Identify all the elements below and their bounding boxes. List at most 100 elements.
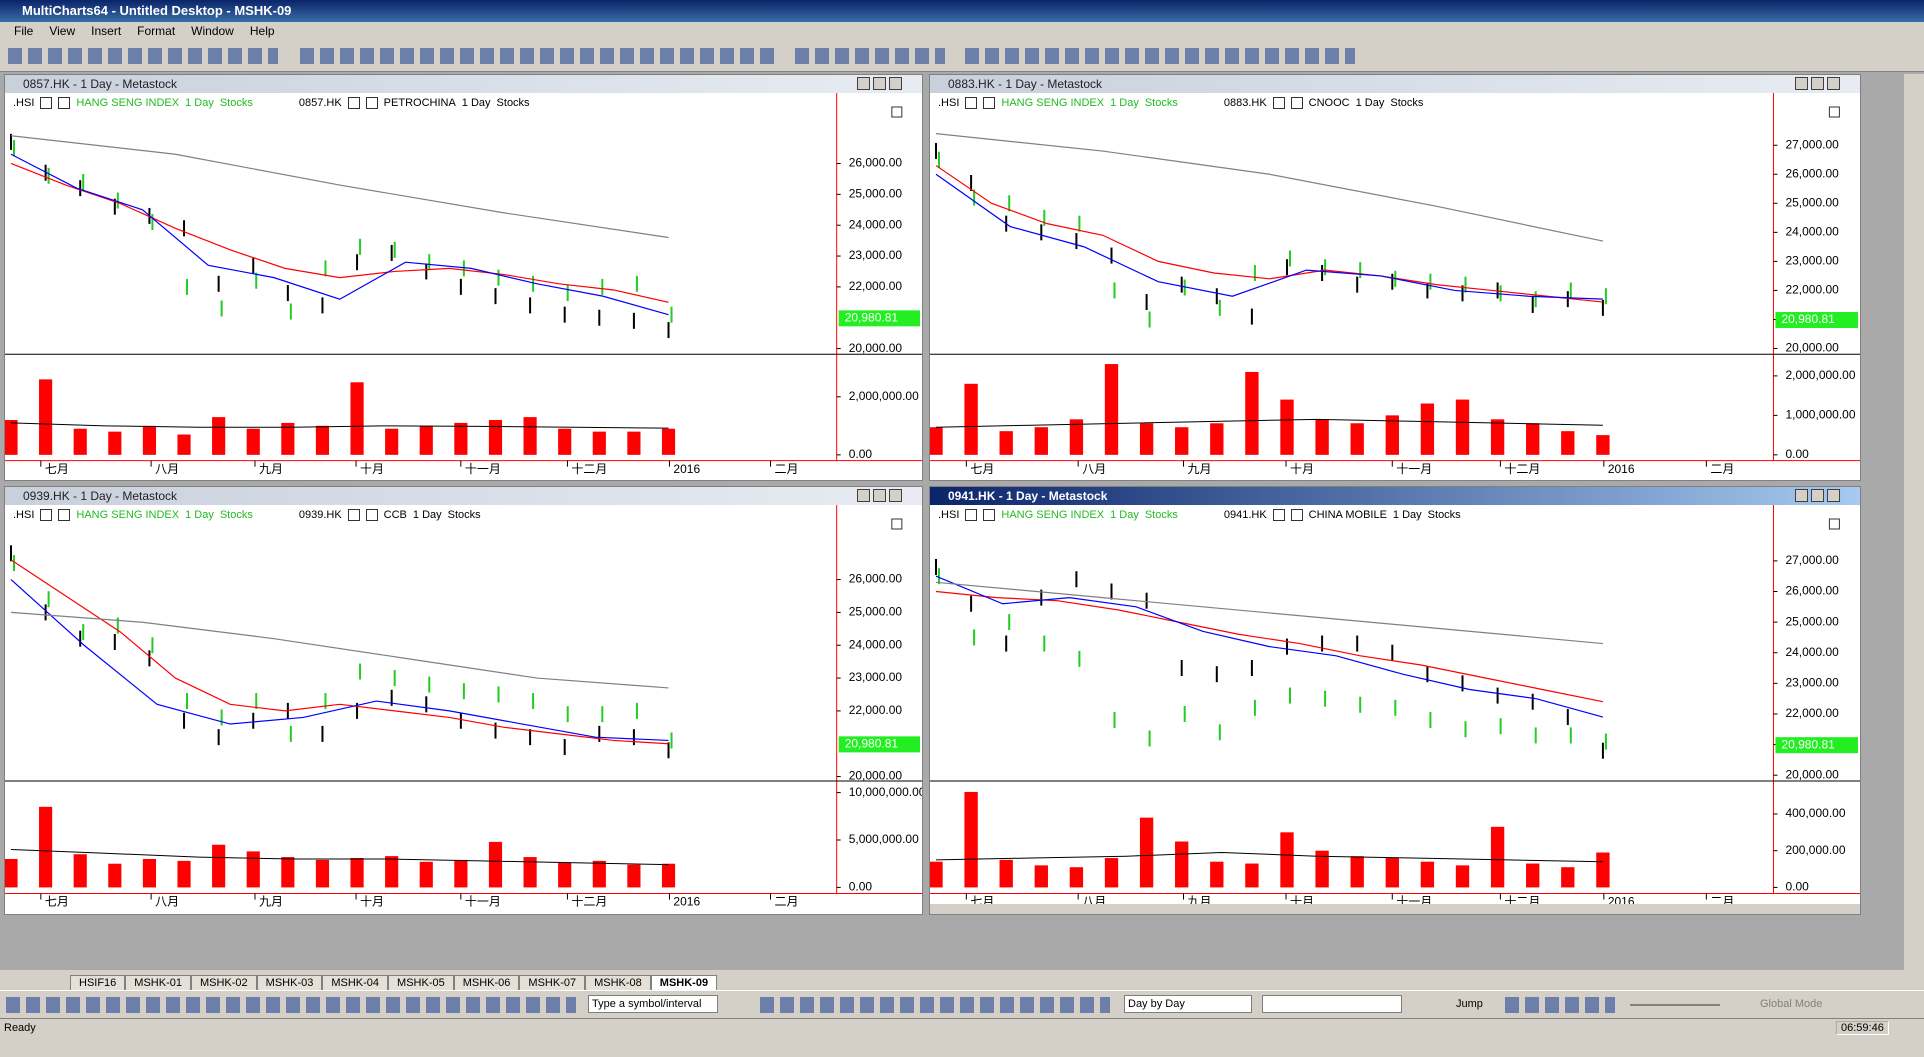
toolbar-icons[interactable]	[8, 48, 278, 64]
y-tick-label: 0.00	[849, 880, 873, 894]
legend-dropdown[interactable]	[983, 97, 996, 109]
toolbar-icons[interactable]	[965, 48, 1355, 64]
tab[interactable]: MSHK-07	[519, 975, 586, 990]
tab[interactable]: MSHK-06	[453, 975, 520, 990]
window-button[interactable]	[1811, 489, 1824, 502]
legend: .HSI HANG SENG INDEX 1 Day Stocks 0939.HK CCB…	[13, 509, 481, 521]
legend-dropdown[interactable]	[40, 97, 53, 109]
volume-bar	[1420, 403, 1435, 455]
tab[interactable]: MSHK-08	[585, 975, 651, 990]
volume-bar	[315, 425, 330, 455]
legend-dropdown[interactable]	[365, 97, 378, 109]
interval-select[interactable]	[1262, 995, 1402, 1013]
volume-bar	[1526, 863, 1540, 888]
legend-dropdown[interactable]	[58, 509, 71, 521]
volume-bar	[1069, 867, 1084, 888]
vertical-scrollbar[interactable]	[1904, 74, 1924, 970]
data-window-toggle[interactable]	[1828, 518, 1840, 530]
legend-dropdown[interactable]	[365, 509, 378, 521]
legend-dropdown[interactable]	[1272, 97, 1285, 109]
window-header: 0883.HK - 1 Day - Metastock	[930, 75, 1860, 93]
moving-average	[10, 579, 669, 742]
window-button[interactable]	[1795, 77, 1808, 90]
x-tick-label: 二月	[775, 895, 799, 909]
horizontal-scrollbar[interactable]	[930, 904, 1860, 914]
menu-item[interactable]: Format	[137, 24, 176, 38]
playback-controls[interactable]	[1505, 997, 1615, 1013]
mode-select[interactable]: Day by Day	[1124, 995, 1252, 1013]
menu-item[interactable]: View	[49, 24, 76, 38]
window-button[interactable]	[1811, 77, 1824, 90]
volume-bar	[1420, 861, 1435, 888]
window-button[interactable]	[857, 77, 870, 90]
y-tick-label: 22,000.00	[1785, 283, 1839, 297]
legend-dropdown[interactable]	[347, 97, 360, 109]
volume-bar	[281, 857, 295, 888]
legend-dropdown[interactable]	[965, 97, 978, 109]
window-button[interactable]	[1827, 489, 1840, 502]
menu-item[interactable]: Insert	[91, 24, 122, 38]
speed-slider[interactable]	[1630, 1004, 1720, 1006]
menu-item[interactable]: File	[14, 24, 34, 38]
window-button[interactable]	[889, 489, 902, 502]
volume-bar	[1385, 858, 1399, 888]
x-tick-label: 二月	[1710, 462, 1734, 476]
x-tick-label: 2016	[1608, 462, 1635, 476]
tab[interactable]: MSHK-09	[650, 975, 718, 990]
legend-symbol: 0941.HK	[1223, 509, 1267, 521]
menu-item[interactable]: Help	[249, 24, 275, 38]
legend-interval: 1 Day	[1392, 509, 1422, 521]
moving-average	[10, 611, 669, 689]
data-window-toggle[interactable]	[1828, 106, 1840, 118]
toolbar-icons[interactable]	[300, 48, 780, 64]
y-tick-label: 23,000.00	[1785, 676, 1839, 690]
legend: .HSI HANG SENG INDEX 1 Day Stocks 0941.HK CHI…	[938, 509, 1461, 521]
legend-dropdown[interactable]	[1272, 509, 1285, 521]
toolbar-icons[interactable]	[795, 48, 945, 64]
window-button[interactable]	[1827, 77, 1840, 90]
symbol-box[interactable]: Type a symbol/interval	[588, 995, 718, 1013]
moving-average	[10, 135, 669, 239]
legend-dropdown[interactable]	[1290, 97, 1303, 109]
legend-dropdown[interactable]	[965, 509, 978, 521]
volume-bar	[350, 382, 364, 455]
volume-bar	[1455, 865, 1470, 888]
window-button[interactable]	[873, 77, 886, 90]
chart: 27,000.00 26,000.00 25,000.00 24,000.00 23,0…	[930, 93, 1860, 476]
chart-tools[interactable]	[760, 997, 1110, 1013]
volume-bar	[212, 844, 226, 888]
legend-dropdown[interactable]	[983, 509, 996, 521]
tab[interactable]: MSHK-03	[256, 975, 323, 990]
volume-bar	[1350, 856, 1364, 888]
x-tick-label: 七月	[45, 462, 69, 476]
menu-item[interactable]: Window	[191, 24, 234, 38]
jump-button[interactable]: Jump	[1456, 998, 1483, 1010]
tab[interactable]: MSHK-02	[190, 975, 257, 990]
window-button[interactable]	[889, 77, 902, 90]
tab[interactable]: MSHK-01	[125, 975, 191, 990]
drawing-tools[interactable]	[6, 997, 576, 1013]
tab[interactable]: HSIF16	[70, 975, 126, 990]
legend-dropdown[interactable]	[1290, 509, 1303, 521]
tab-bar: HSIF16 MSHK-01 MSHK-02 MSHK-03 MSHK-04 MSHK-0…	[0, 970, 1924, 990]
volume-bar	[315, 859, 330, 888]
data-window-toggle[interactable]	[891, 106, 903, 118]
legend-dropdown[interactable]	[347, 509, 360, 521]
x-tick-label: 十二月	[1504, 462, 1540, 476]
window-button[interactable]	[857, 489, 870, 502]
y-tick-label: 0.00	[1785, 447, 1809, 461]
y-tick-label: 27,000.00	[1785, 553, 1839, 567]
global-mode[interactable]: Global Mode	[1760, 998, 1823, 1010]
y-tick-label: 25,000.00	[1785, 614, 1839, 628]
window-button[interactable]	[1795, 489, 1808, 502]
data-window-toggle[interactable]	[891, 518, 903, 530]
volume-bar	[142, 858, 157, 888]
window-button[interactable]	[873, 489, 886, 502]
legend-dropdown[interactable]	[58, 97, 71, 109]
tab[interactable]: MSHK-04	[322, 975, 389, 990]
volume-bar	[523, 857, 537, 888]
legend-dropdown[interactable]	[40, 509, 53, 521]
y-tick-label: 22,000.00	[849, 703, 903, 717]
moving-average	[935, 581, 1603, 645]
tab[interactable]: MSHK-05	[388, 975, 454, 990]
